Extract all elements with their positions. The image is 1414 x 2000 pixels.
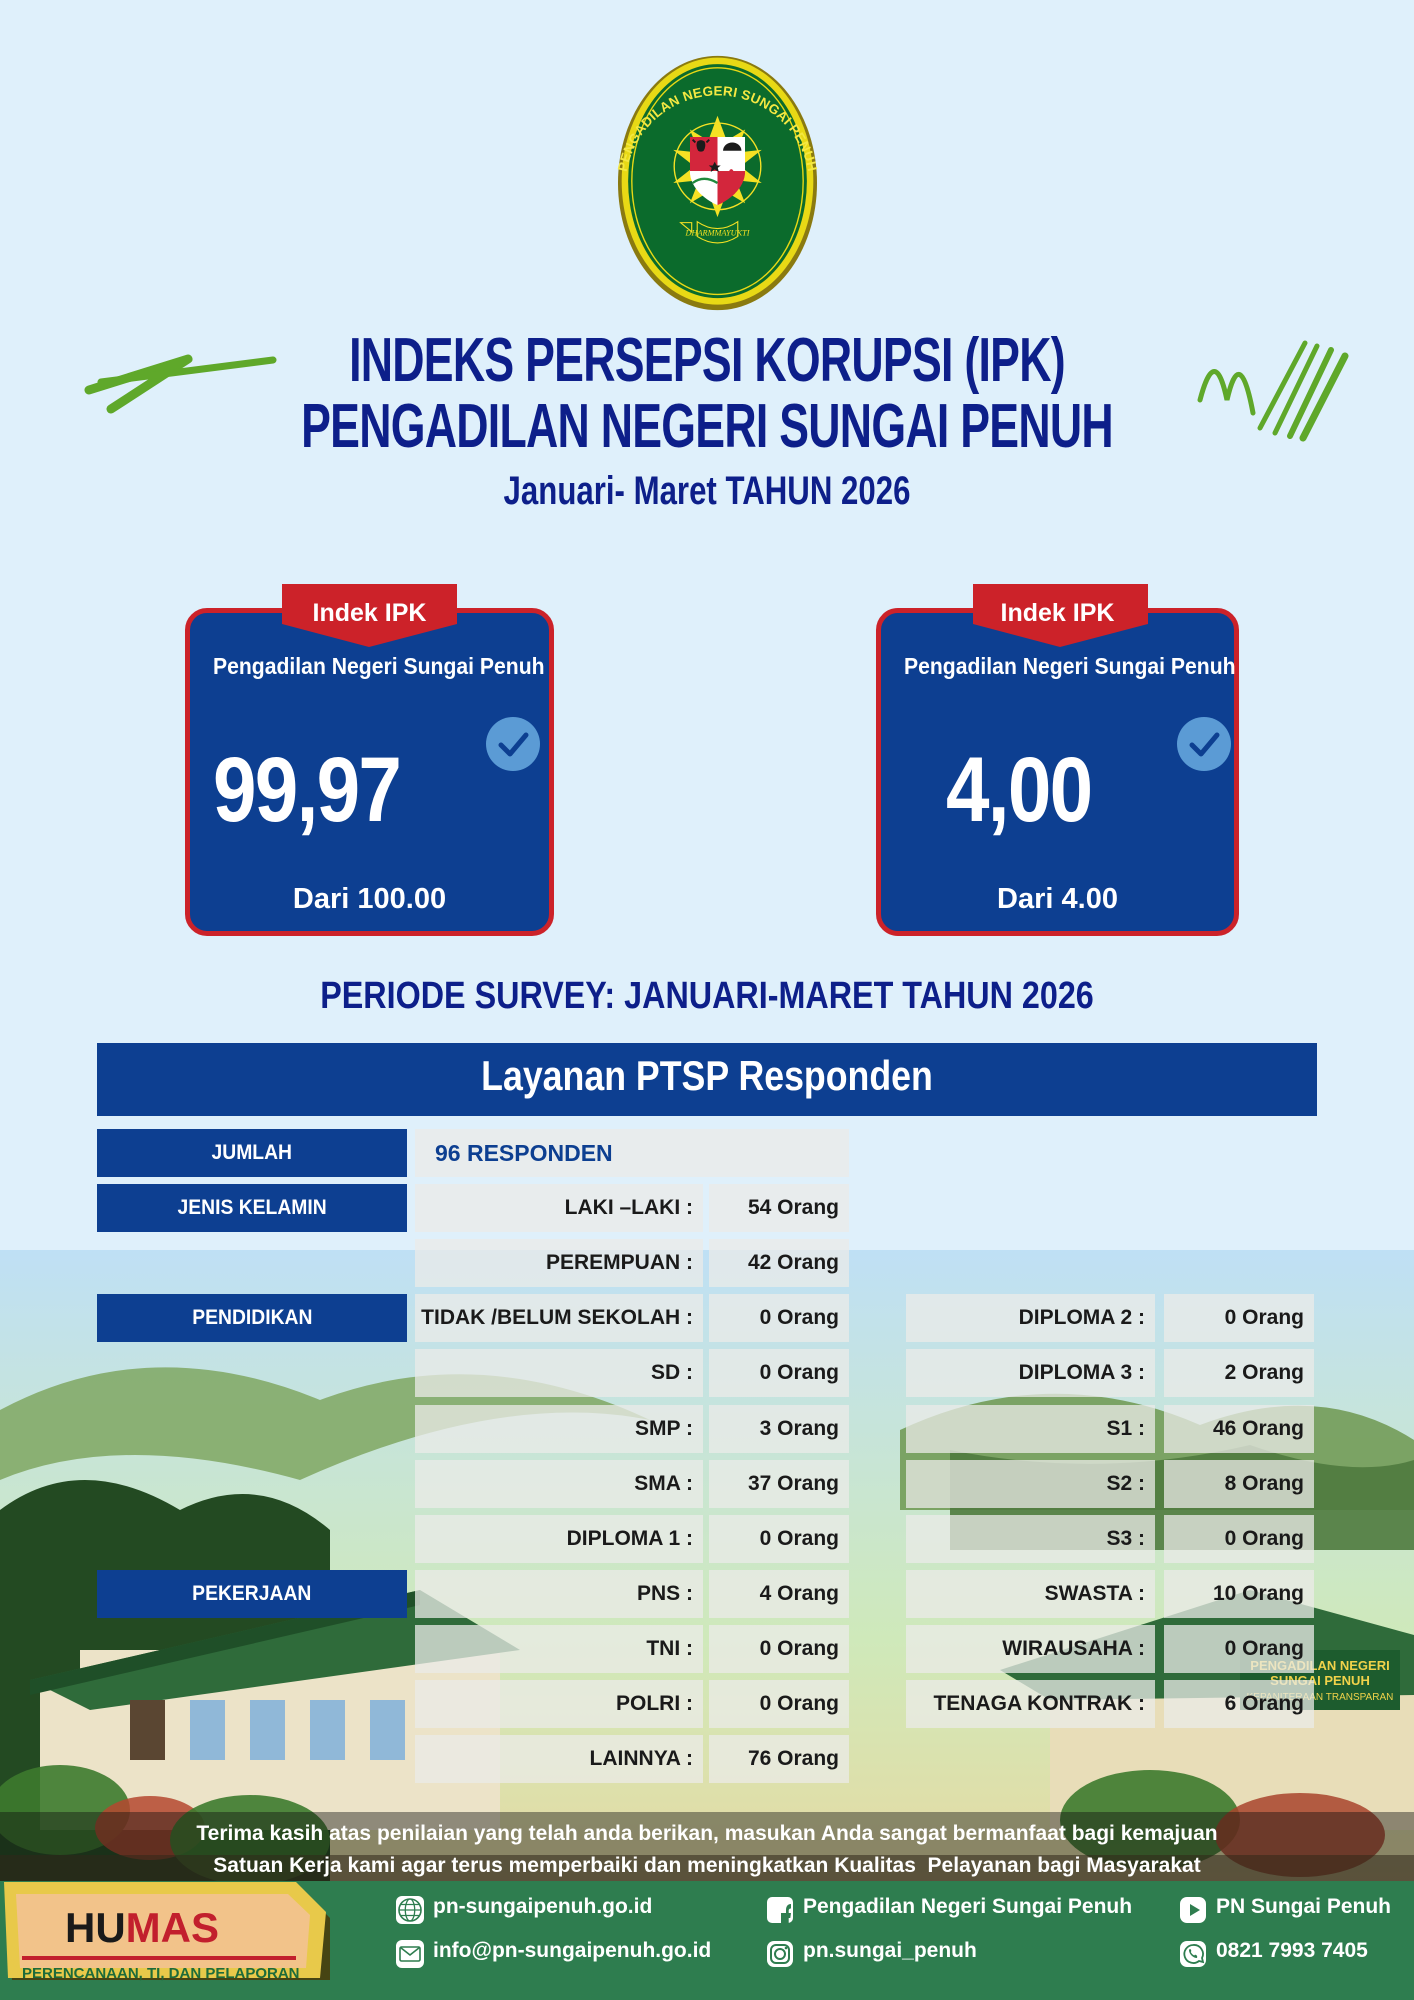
svg-text:HUMAS: HUMAS <box>65 1904 219 1951</box>
svg-text:PERENCANAAN, TI, DAN PELAPORAN: PERENCANAAN, TI, DAN PELAPORAN <box>22 1965 300 1982</box>
